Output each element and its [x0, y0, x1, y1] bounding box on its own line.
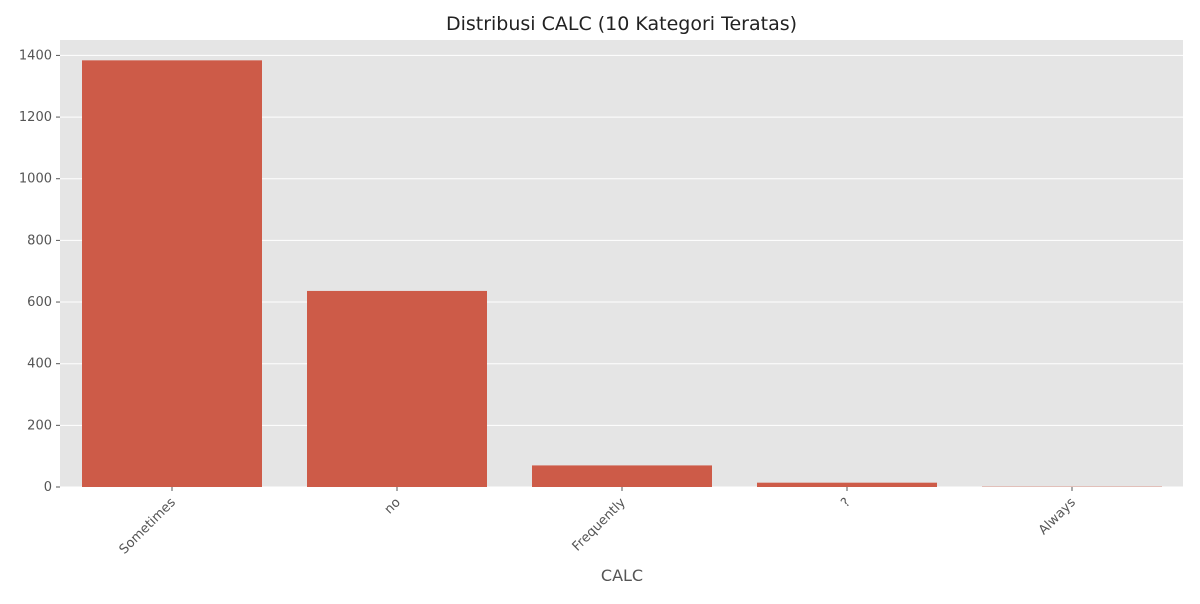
x-axis-label: CALC — [601, 566, 643, 585]
x-tick-label: Sometimes — [117, 495, 179, 557]
x-tick-label: ? — [838, 495, 853, 510]
bar — [307, 291, 487, 487]
bar — [532, 465, 712, 487]
y-tick-label: 1200 — [19, 110, 52, 125]
y-tick-label: 600 — [27, 295, 52, 310]
y-tick-label: 200 — [27, 418, 52, 433]
y-tick-label: 1400 — [19, 48, 52, 63]
bar — [757, 483, 937, 487]
y-axis: 0 200 400 600 800 1000 1200 1400 — [19, 48, 60, 495]
y-tick-label: 400 — [27, 357, 52, 372]
bar — [82, 60, 262, 487]
y-tick-label: 0 — [44, 480, 52, 495]
x-axis: Sometimes no Frequently? Always — [117, 487, 1079, 557]
chart-title: Distribusi CALC (10 Kategori Teratas) — [446, 13, 797, 35]
x-tick-label: no — [382, 495, 404, 517]
y-tick-label: 800 — [27, 233, 52, 248]
y-tick-label: 1000 — [19, 172, 52, 187]
x-tick-label: Always — [1036, 495, 1079, 538]
x-tick-label: Frequently — [570, 495, 629, 554]
